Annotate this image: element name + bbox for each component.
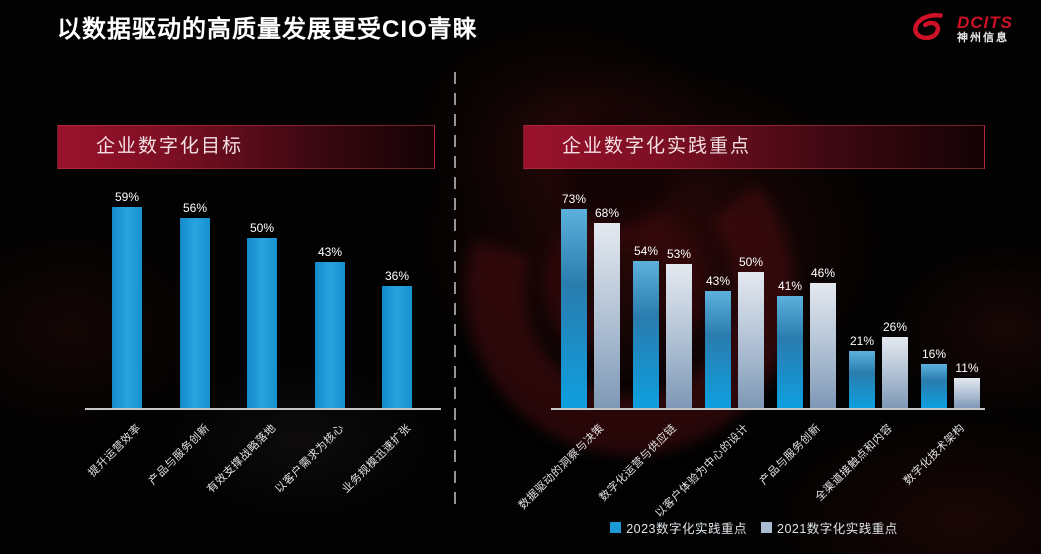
bar bbox=[247, 238, 277, 408]
legend-label-2023: 2023数字化实践重点 bbox=[626, 522, 747, 536]
logo-texts: DCITS 神州信息 bbox=[957, 12, 1013, 45]
category-label: 提升运营效率 bbox=[86, 422, 144, 480]
value-label: 11% bbox=[955, 361, 979, 375]
left-panel-title: 企业数字化目标 bbox=[96, 136, 244, 157]
category-label: 数字化运营与供应链 bbox=[596, 422, 679, 504]
value-label: 46% bbox=[810, 266, 836, 280]
bar bbox=[810, 283, 836, 408]
bar bbox=[954, 378, 980, 408]
value-label: 50% bbox=[249, 221, 275, 235]
bar bbox=[705, 291, 731, 408]
chart-legend: 2023数字化实践重点 2021数字化实践重点 bbox=[523, 518, 985, 537]
value-label: 68% bbox=[594, 206, 620, 220]
value-label: 43% bbox=[317, 245, 343, 259]
panel-digitalization-practice: 企业数字化实践重点 73% 68% 数据驱动的洞察与决策 54% 53% 数字化运营与供应… bbox=[517, 125, 985, 545]
bar bbox=[738, 272, 764, 408]
value-label: 16% bbox=[921, 347, 947, 361]
category-label: 有效支撑战略落地 bbox=[205, 422, 279, 496]
legend-swatch-2023 bbox=[610, 522, 622, 533]
bar bbox=[315, 262, 345, 408]
right-x-axis-line bbox=[551, 408, 985, 410]
left-x-axis-line bbox=[85, 408, 441, 410]
value-label: 50% bbox=[738, 255, 764, 269]
value-label: 21% bbox=[849, 334, 875, 348]
value-label: 59% bbox=[114, 190, 140, 204]
value-label: 26% bbox=[882, 320, 908, 334]
legend-swatch-2021 bbox=[761, 522, 772, 533]
logo-company-text: 神州信息 bbox=[957, 32, 1009, 45]
bar bbox=[112, 207, 142, 408]
bar bbox=[561, 209, 587, 408]
logo-brand-text: DCITS bbox=[957, 12, 1013, 32]
bar bbox=[666, 264, 692, 408]
company-logo: DCITS 神州信息 bbox=[907, 10, 1013, 48]
bar bbox=[180, 218, 210, 408]
category-label: 产品与服务创新 bbox=[757, 422, 823, 488]
value-label: 43% bbox=[705, 274, 731, 288]
bar bbox=[382, 286, 412, 408]
bar bbox=[849, 351, 875, 408]
category-label: 以客户需求为核心 bbox=[273, 422, 347, 496]
category-label: 数据驱动的洞察与决策 bbox=[516, 422, 607, 512]
bar bbox=[882, 337, 908, 408]
value-label: 56% bbox=[182, 201, 208, 215]
category-label: 全渠道接触点和内容 bbox=[812, 422, 895, 504]
right-bar-chart: 73% 68% 数据驱动的洞察与决策 54% 53% 数字化运营与供应链 43% 50% 以客户… bbox=[517, 125, 985, 545]
left-panel-title-box: 企业数字化目标 bbox=[57, 125, 435, 169]
legend-item-2021: 2021数字化实践重点 bbox=[761, 518, 898, 537]
vertical-dashed-divider bbox=[454, 72, 456, 510]
panel-digitalization-goals: 企业数字化目标 59% 提升运营效率 56% 产品与服务创新 50% 有效支撑战略落地 43… bbox=[57, 125, 441, 535]
category-label: 数字化技术架构 bbox=[901, 422, 967, 488]
left-bar-chart: 59% 提升运营效率 56% 产品与服务创新 50% 有效支撑战略落地 43% 以客户需求为核… bbox=[57, 125, 441, 535]
bar bbox=[594, 223, 620, 408]
page-title: 以数据驱动的高质量发展更受CIO青睐 bbox=[57, 16, 478, 43]
category-label: 业务规模迅速扩张 bbox=[340, 422, 414, 496]
bar bbox=[633, 261, 659, 408]
bar bbox=[921, 364, 947, 408]
bar bbox=[777, 296, 803, 408]
legend-label-2021: 2021数字化实践重点 bbox=[777, 522, 898, 536]
value-label: 73% bbox=[561, 192, 587, 206]
category-label: 产品与服务创新 bbox=[146, 422, 212, 488]
legend-item-2023: 2023数字化实践重点 bbox=[610, 518, 747, 537]
value-label: 41% bbox=[777, 279, 803, 293]
value-label: 36% bbox=[384, 269, 410, 283]
swirl-logo-icon bbox=[913, 13, 943, 41]
value-label: 53% bbox=[666, 247, 692, 261]
